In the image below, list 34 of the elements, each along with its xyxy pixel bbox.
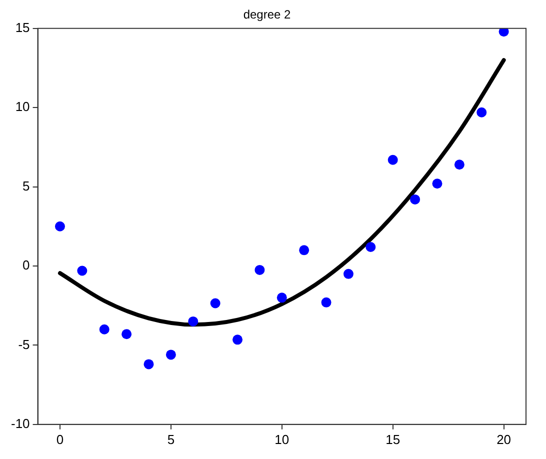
point <box>99 324 110 334</box>
point <box>54 221 65 232</box>
x-tick-label: 10 <box>274 432 290 447</box>
point <box>410 194 420 204</box>
x-tick-label: 15 <box>386 432 400 447</box>
chart-title: degree 2 <box>243 8 292 22</box>
point <box>166 350 176 360</box>
point <box>254 264 265 275</box>
y-tick-label: 0 <box>22 258 30 273</box>
x-tick-label: 0 <box>56 432 64 447</box>
point <box>144 359 154 370</box>
x-tick-label: 5 <box>167 432 175 447</box>
point <box>77 266 88 276</box>
y-tick-label: 10 <box>15 99 30 114</box>
point <box>276 292 287 303</box>
y-tick-label: -5 <box>18 336 30 352</box>
point <box>454 160 464 170</box>
point <box>122 329 132 340</box>
point <box>321 297 332 308</box>
point <box>343 268 354 279</box>
x-tick-label: 20 <box>496 432 512 447</box>
point <box>210 298 220 308</box>
point <box>498 28 509 37</box>
point <box>432 178 442 189</box>
y-tick-label: 15 <box>15 20 30 35</box>
point <box>388 154 398 165</box>
y-tick-label: 5 <box>22 178 30 194</box>
point <box>232 334 243 345</box>
point <box>476 107 487 118</box>
point <box>299 245 310 256</box>
line-series <box>58 58 506 327</box>
y-tick-label: -10 <box>10 416 30 431</box>
point <box>188 316 198 326</box>
point <box>366 242 376 252</box>
